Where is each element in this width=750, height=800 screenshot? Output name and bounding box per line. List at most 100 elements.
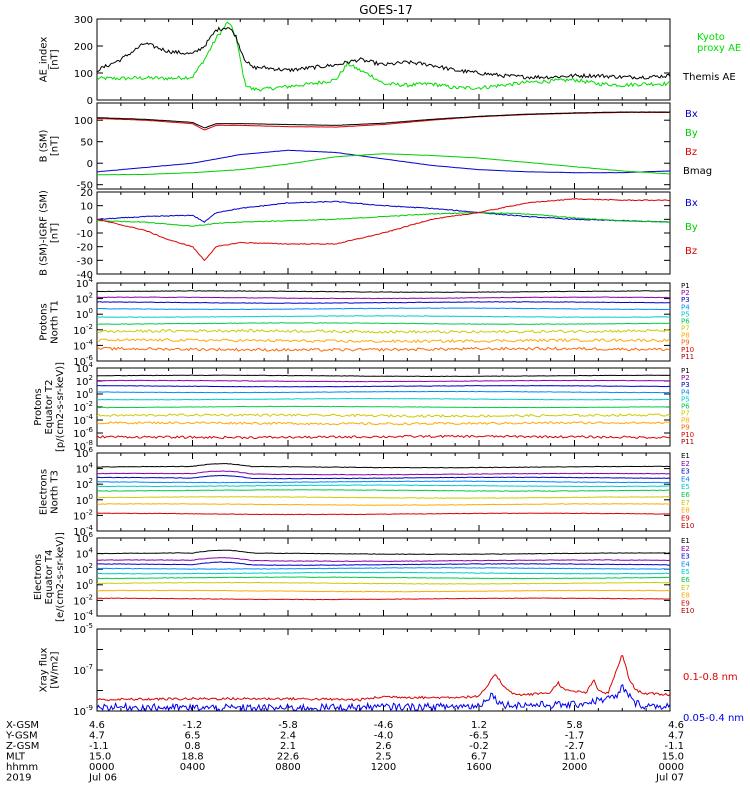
- series-line-p3: [97, 384, 670, 388]
- series-line-e6: [97, 576, 670, 580]
- y-axis-label: North T3: [50, 470, 61, 514]
- y-tick-label: 10-7: [73, 663, 93, 677]
- ephemeris-value: 4.6: [89, 720, 105, 731]
- series-line-p7: [97, 413, 670, 418]
- legend-label: E10: [681, 522, 694, 530]
- tick-exponent: -2: [86, 400, 93, 408]
- series-line-p8: [97, 421, 670, 426]
- y-tick-label: 10-9: [73, 704, 93, 718]
- ephemeris-value: -1.2: [183, 720, 203, 731]
- tick-exponent: 4: [89, 547, 94, 555]
- tick-exponent: -5: [86, 622, 93, 630]
- y-tick-label: 0: [87, 96, 93, 107]
- legend-label: E7: [681, 499, 690, 507]
- ephemeris-row-label: Y-GSM: [5, 731, 38, 742]
- series-line-e7: [97, 496, 670, 499]
- series-line-by: [97, 211, 670, 227]
- series-line-p8: [97, 338, 670, 344]
- series-line-e1: [97, 549, 670, 555]
- tick-exponent: -4: [86, 524, 94, 532]
- y-axis-label: Protons: [39, 303, 50, 340]
- tick-exponent: 4: [89, 276, 94, 284]
- ephemeris-value: -1.1: [89, 741, 109, 752]
- tick-exponent: -8: [86, 439, 93, 447]
- series-line-p4: [97, 390, 670, 394]
- series-line-e3: [97, 561, 670, 566]
- y-axis-label: Protons: [33, 388, 44, 425]
- legend-label: E4: [681, 560, 690, 568]
- y-tick-label: 100: [76, 307, 93, 321]
- legend-label: P6: [681, 317, 690, 325]
- panel-xray: 10-9 10-7 10-5 Xray flux [W/m2] 0.1-0.8 nm 0.0…: [39, 622, 745, 724]
- ephemeris-value: 2.1: [280, 741, 296, 752]
- ephemeris-value: 1600: [466, 762, 491, 773]
- series-line-p6: [97, 322, 670, 325]
- series-line-bx: [97, 149, 670, 174]
- legend-label: P9: [681, 339, 690, 347]
- legend-label: 0.1-0.8 nm: [683, 672, 738, 683]
- y-axis-label: Electrons: [39, 469, 50, 515]
- ephemeris-value: 6.7: [471, 752, 487, 763]
- legend-label: P7: [681, 325, 690, 333]
- y-tick-label: 10: [80, 202, 93, 213]
- plot-area: [97, 198, 670, 262]
- legend-label: P5: [681, 395, 690, 403]
- plot-area: [97, 374, 670, 440]
- legend-label: E9: [681, 599, 690, 607]
- series-line-themis-ae: [97, 26, 670, 80]
- series-line-p5: [97, 315, 670, 318]
- y-axis-label: North T1: [50, 300, 61, 344]
- tick-exponent: -4: [86, 413, 94, 421]
- y-tick-label: 102: [76, 292, 93, 306]
- y-tick-label: 10-5: [73, 622, 93, 636]
- y-tick-label: 104: [76, 276, 94, 290]
- legend-label: P4: [681, 388, 690, 396]
- tick-exponent: 0: [89, 307, 93, 315]
- y-axis-label: [nT]: [50, 136, 61, 156]
- series-line-p2: [97, 379, 670, 383]
- series-line-e2: [97, 470, 670, 476]
- panel-frame: [96, 282, 671, 362]
- y-tick-label: 10-2: [73, 323, 93, 337]
- legend-label: E8: [681, 592, 690, 600]
- legend-label: E5: [681, 568, 690, 576]
- legend-label: P1: [681, 282, 690, 290]
- tick-exponent: 6: [89, 531, 94, 539]
- legend-label: E7: [681, 584, 690, 592]
- legend-label: proxy AE: [697, 43, 741, 54]
- legend-label: E8: [681, 507, 690, 515]
- tick-exponent: -2: [86, 323, 93, 331]
- legend-label: By: [685, 222, 698, 233]
- y-tick-label: 50: [80, 138, 93, 149]
- y-axis-label: [p/(cm2-s-sr-keV)]: [55, 362, 66, 452]
- plot-area: [97, 655, 670, 711]
- series-line-p7: [97, 328, 670, 334]
- tick-exponent: 6: [89, 446, 94, 454]
- series-line-e4: [97, 567, 670, 570]
- ephemeris-value: 5.8: [567, 720, 583, 731]
- y-axis-label: B (SM): [39, 129, 50, 162]
- ephemeris-value: -6.5: [469, 731, 489, 742]
- legend-label: P6: [681, 402, 690, 410]
- ephemeris-row-label: hhmm: [6, 762, 38, 773]
- y-tick-label: 102: [76, 477, 93, 491]
- ephemeris-value: -4.0: [374, 731, 394, 742]
- series-line-p10: [97, 434, 670, 440]
- y-tick-label: 10-4: [73, 338, 93, 352]
- y-axis-label: Equator T2: [44, 380, 55, 435]
- panel-frame: [96, 102, 671, 190]
- tick-exponent: -7: [86, 663, 93, 671]
- plot-area: [97, 549, 670, 601]
- legend-label: Kyoto: [697, 32, 725, 43]
- y-tick-label: 300: [74, 15, 93, 26]
- series-line-e9: [97, 512, 670, 516]
- series-line-e1: [97, 463, 670, 469]
- ephemeris-value: 1.2: [471, 720, 487, 731]
- ephemeris-value: 0000: [659, 762, 684, 773]
- y-tick-label: 10-2: [73, 508, 93, 522]
- ephemeris-value: 0.8: [185, 741, 201, 752]
- legend-label: 0.05-0.4 nm: [683, 713, 744, 724]
